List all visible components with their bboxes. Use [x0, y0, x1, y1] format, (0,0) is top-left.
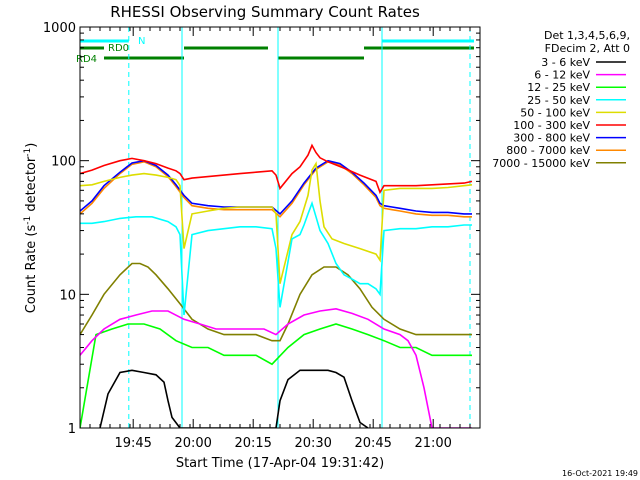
- series-line-100-300-kev: [80, 143, 473, 195]
- x-tick-label: 20:30: [294, 436, 331, 451]
- status-label-n: N: [138, 36, 145, 47]
- y-tick-label: 1: [68, 422, 76, 437]
- y-tick-label: 10: [59, 288, 76, 303]
- legend-header-line-1: Det 1,3,4,5,6,9,: [544, 29, 630, 42]
- y-tick-label: 100: [51, 155, 76, 170]
- x-tick-label: 20:00: [174, 436, 211, 451]
- x-tick-label: 20:45: [354, 436, 391, 451]
- legend-label: 300 - 800 keV: [513, 132, 590, 145]
- footer-timestamp: 16-Oct-2021 19:49: [562, 469, 638, 478]
- series-line-50-100-kev: [80, 161, 473, 284]
- legend-label: 25 - 50 keV: [527, 94, 590, 107]
- y-tick-label: 1000: [43, 21, 76, 36]
- legend-label: 800 - 7000 keV: [506, 144, 590, 157]
- x-tick-label: 19:45: [114, 436, 151, 451]
- y-axis-label: Count Rate (s-1 detector-1): [23, 143, 39, 314]
- series-line-800-7000-kev: [80, 160, 472, 218]
- legend-label: 50 - 100 keV: [520, 106, 590, 119]
- status-label-rd0: RD0: [108, 43, 129, 54]
- legend-label: 6 - 12 keV: [534, 69, 590, 82]
- legend-label: 100 - 300 keV: [513, 119, 590, 132]
- series-group: [80, 143, 473, 428]
- legend-header-line-2: FDecim 2, Att 0: [545, 42, 630, 55]
- status-label-rd4: RD4: [76, 54, 97, 65]
- series-line-300-800-kev: [80, 159, 472, 216]
- legend-label: 7000 - 15000 keV: [492, 157, 590, 170]
- series-line-12-25-kev: [80, 323, 472, 428]
- x-tick-label: 20:15: [234, 436, 271, 451]
- series-line-7000-15000-kev: [80, 262, 472, 342]
- legend-label: 12 - 25 keV: [527, 81, 590, 94]
- x-axis-label: Start Time (17-Apr-04 19:31:42): [176, 456, 384, 471]
- series-line-25-50-kev: [80, 200, 472, 316]
- series-line-3-6-kev: [99, 369, 369, 428]
- chart-title: RHESSI Observing Summary Count Rates: [110, 3, 420, 21]
- x-tick-label: 21:00: [414, 436, 451, 451]
- series-line-6-12-kev: [80, 307, 472, 428]
- legend-label: 3 - 6 keV: [541, 56, 590, 69]
